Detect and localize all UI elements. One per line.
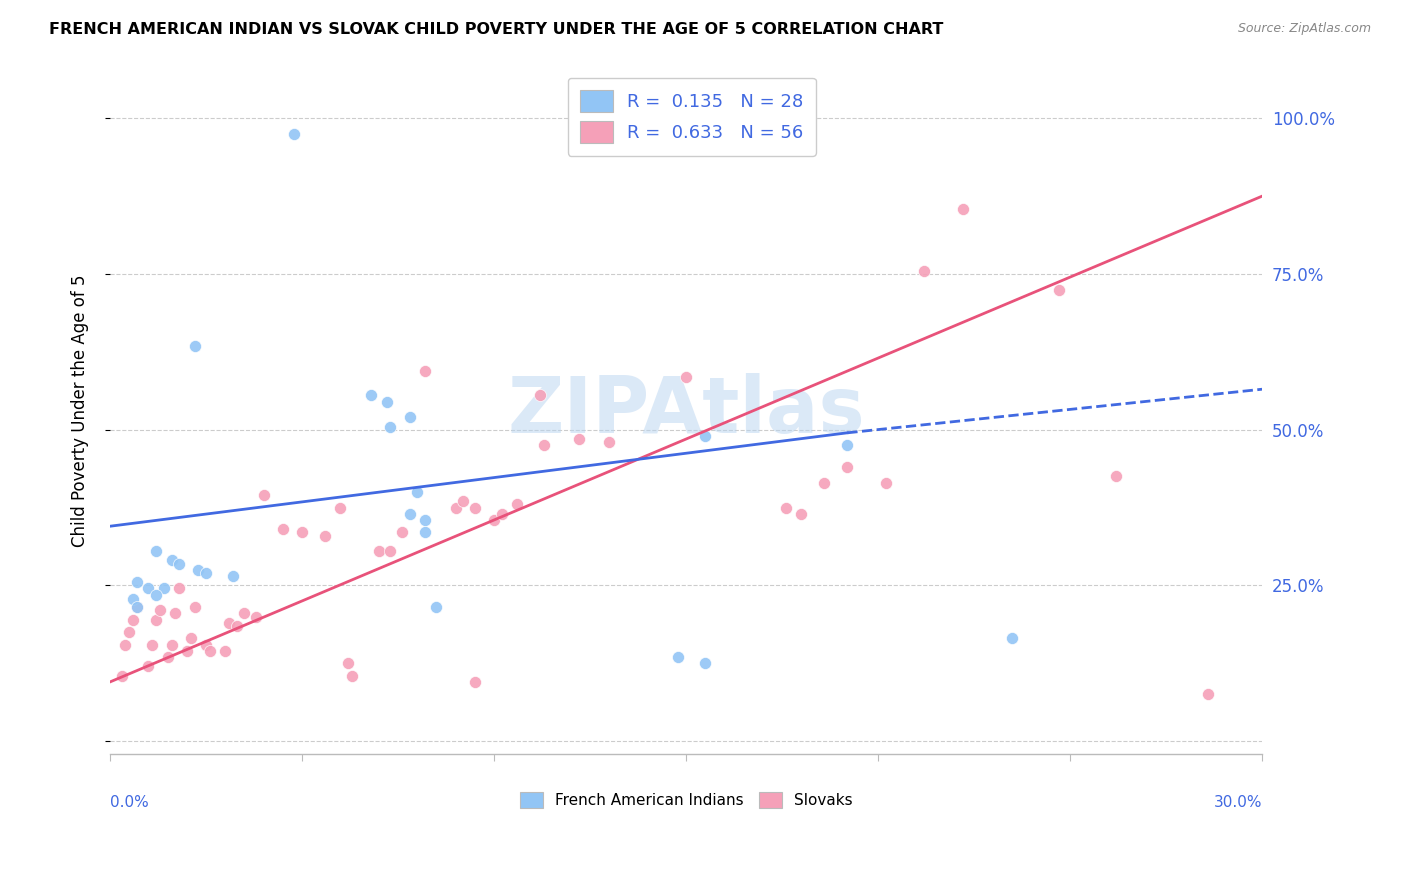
Point	[122, 592, 145, 607]
Point	[398, 410, 420, 425]
Point	[775, 500, 797, 515]
Point	[149, 603, 172, 617]
Point	[453, 494, 475, 508]
Point	[138, 659, 160, 673]
Point	[375, 394, 398, 409]
Point	[160, 553, 183, 567]
Point	[118, 625, 141, 640]
Point	[360, 388, 382, 402]
Point	[413, 363, 436, 377]
Point	[340, 668, 363, 682]
Point	[1047, 283, 1070, 297]
Point	[598, 435, 620, 450]
Point	[183, 338, 205, 352]
Y-axis label: Child Poverty Under the Age of 5: Child Poverty Under the Age of 5	[72, 275, 89, 548]
Point	[413, 525, 436, 540]
Point	[222, 569, 245, 583]
Point	[233, 607, 256, 621]
Point	[695, 657, 717, 671]
Point	[337, 657, 360, 671]
Point	[160, 638, 183, 652]
Point	[567, 432, 589, 446]
Text: 0.0%: 0.0%	[110, 795, 149, 810]
Point	[145, 544, 167, 558]
Point	[837, 460, 859, 475]
Point	[329, 500, 352, 515]
Point	[813, 475, 835, 490]
Point	[218, 615, 240, 630]
Point	[167, 557, 190, 571]
Point	[156, 650, 179, 665]
Point	[110, 668, 132, 682]
Point	[413, 513, 436, 527]
Point	[367, 544, 389, 558]
Point	[491, 507, 513, 521]
Point	[283, 127, 305, 141]
Point	[183, 600, 205, 615]
Point	[529, 388, 551, 402]
Point	[125, 600, 148, 615]
Point	[464, 674, 486, 689]
Point	[225, 619, 247, 633]
Point	[406, 485, 429, 500]
Point	[1197, 687, 1219, 701]
Point	[253, 488, 276, 502]
Text: FRENCH AMERICAN INDIAN VS SLOVAK CHILD POVERTY UNDER THE AGE OF 5 CORRELATION CH: FRENCH AMERICAN INDIAN VS SLOVAK CHILD P…	[49, 22, 943, 37]
Point	[912, 264, 935, 278]
Point	[125, 600, 148, 615]
Point	[125, 575, 148, 590]
Point	[141, 638, 163, 652]
Point	[176, 644, 198, 658]
Point	[314, 528, 336, 542]
Point	[114, 638, 136, 652]
Point	[145, 613, 167, 627]
Point	[482, 513, 505, 527]
Point	[391, 525, 413, 540]
Point	[790, 507, 813, 521]
Point	[214, 644, 236, 658]
Point	[666, 650, 689, 665]
Point	[1105, 469, 1128, 483]
Point	[165, 607, 187, 621]
Point	[195, 638, 218, 652]
Point	[464, 500, 486, 515]
Text: ZIPAtlas: ZIPAtlas	[508, 373, 865, 449]
Point	[145, 588, 167, 602]
Point	[506, 497, 529, 511]
Point	[180, 632, 202, 646]
Point	[875, 475, 897, 490]
Text: 30.0%: 30.0%	[1213, 795, 1263, 810]
Point	[195, 566, 218, 580]
Point	[245, 609, 267, 624]
Point	[398, 507, 420, 521]
Point	[695, 429, 717, 443]
Point	[675, 369, 697, 384]
Point	[271, 522, 294, 536]
Point	[122, 613, 145, 627]
Point	[837, 438, 859, 452]
Point	[198, 644, 221, 658]
Point	[138, 582, 160, 596]
Point	[533, 438, 555, 452]
Point	[153, 582, 176, 596]
Point	[1001, 632, 1024, 646]
Point	[167, 582, 190, 596]
Text: Source: ZipAtlas.com: Source: ZipAtlas.com	[1237, 22, 1371, 36]
Point	[425, 600, 447, 615]
Point	[291, 525, 314, 540]
Point	[380, 544, 402, 558]
Point	[187, 563, 209, 577]
Point	[952, 202, 974, 216]
Point	[444, 500, 467, 515]
Legend: French American Indians, Slovaks: French American Indians, Slovaks	[513, 786, 859, 814]
Point	[380, 419, 402, 434]
